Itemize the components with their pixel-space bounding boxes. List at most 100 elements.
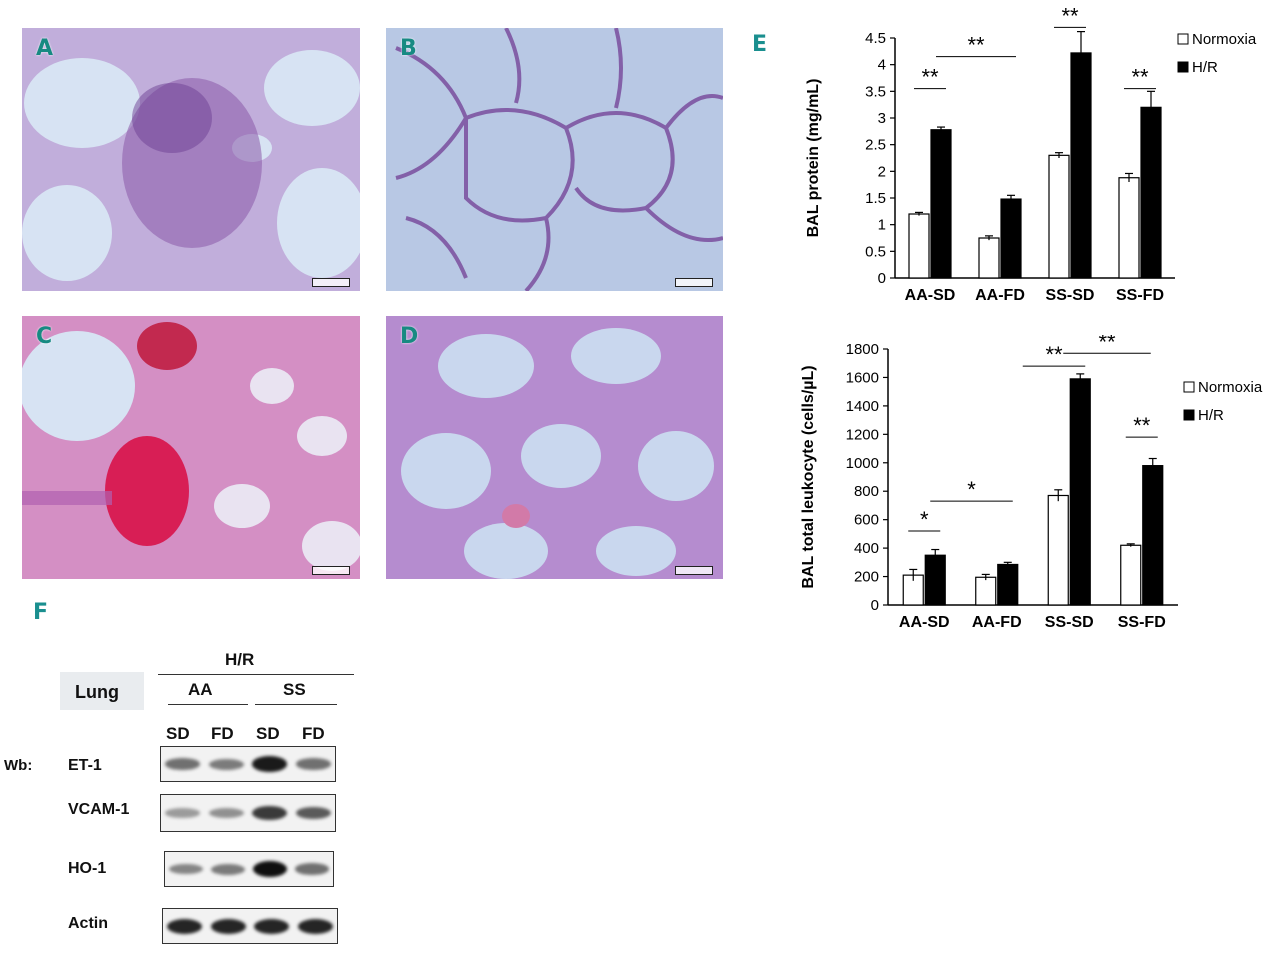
y-tick-label: 0.5 — [865, 243, 886, 260]
group-label-aa: AA — [188, 680, 213, 699]
y-tick-label: 1600 — [846, 369, 879, 386]
lane-label: SD — [256, 724, 280, 743]
legend-swatch — [1183, 381, 1195, 393]
hr-line — [158, 674, 354, 675]
y-tick-label: 2 — [878, 163, 886, 180]
bar — [975, 576, 997, 606]
y-tick-label: 400 — [854, 540, 879, 557]
significance-label: ** — [1131, 65, 1149, 90]
blot-band — [165, 758, 201, 770]
blot-ho-1 — [164, 851, 334, 887]
micrograph-d-tissue — [386, 316, 723, 579]
micrograph-c: C — [22, 316, 360, 579]
protein-label: ET-1 — [68, 757, 102, 774]
micrograph-label: A — [36, 36, 54, 61]
bar — [924, 554, 946, 606]
protein-label: HO-1 — [68, 860, 107, 877]
category-label: SS-FD — [1116, 287, 1164, 304]
significance-label: * — [920, 507, 929, 532]
blot-band — [208, 758, 244, 770]
y-tick-label: 4.5 — [865, 30, 886, 47]
scale-bar — [675, 278, 713, 287]
micrograph-label: D — [400, 324, 419, 349]
blot-actin — [162, 908, 338, 944]
category-label: SS-SD — [1046, 287, 1095, 304]
blot-vcam-1 — [160, 794, 336, 832]
micrograph-label: C — [36, 324, 53, 349]
significance-label: ** — [967, 33, 985, 58]
y-tick-label: 2.5 — [865, 137, 886, 154]
scale-bar — [312, 566, 350, 575]
scale-bar — [312, 278, 350, 287]
bar — [1070, 52, 1092, 279]
y-tick-label: 1200 — [846, 426, 879, 443]
blot-band — [254, 918, 290, 934]
legend-label: H/R — [1198, 407, 1224, 424]
significance-label: ** — [1045, 342, 1063, 367]
category-label: AA-FD — [975, 287, 1025, 304]
bar — [1140, 106, 1162, 279]
micrograph-b-tissue — [386, 28, 723, 291]
blot-band — [252, 806, 288, 820]
lane-label: FD — [211, 724, 234, 743]
bar — [978, 237, 1000, 279]
significance-label: ** — [1133, 413, 1151, 438]
blot-band — [295, 806, 331, 820]
micrograph-c-tissue — [22, 316, 360, 579]
y-tick-label: 600 — [854, 512, 879, 529]
bar — [1142, 465, 1164, 606]
blot-band — [252, 756, 288, 772]
blot-band — [295, 863, 329, 875]
bar — [997, 563, 1019, 606]
y-tick-label: 1400 — [846, 398, 879, 415]
bar — [1047, 494, 1069, 606]
y-axis-label: BAL protein (mg/mL) — [805, 79, 822, 238]
protein-label: VCAM-1 — [68, 801, 130, 818]
blot-band — [297, 918, 333, 934]
blot-band — [211, 863, 245, 875]
protein-label: Actin — [68, 915, 108, 932]
group-label-ss: SS — [283, 680, 306, 699]
legend-swatch — [1177, 33, 1189, 45]
bar — [1069, 378, 1091, 606]
y-tick-label: 0 — [871, 597, 879, 614]
western-blot-panel: H/R Lung AA SS SD FD SD FD Wb: ET-1 VCAM… — [0, 640, 380, 954]
blot-band — [253, 861, 287, 877]
blot-et-1 — [160, 746, 336, 782]
scale-bar — [675, 566, 713, 575]
micrograph-b: B — [386, 28, 723, 291]
bar — [908, 213, 930, 279]
y-tick-label: 1.5 — [865, 190, 886, 207]
y-tick-label: 4 — [878, 57, 886, 74]
y-tick-label: 1000 — [846, 455, 879, 472]
significance-label: ** — [1061, 3, 1079, 28]
category-label: AA-FD — [972, 614, 1022, 631]
bar — [1000, 198, 1022, 279]
tissue-label: Lung — [75, 682, 119, 702]
ss-line — [255, 704, 337, 705]
legend-swatch — [1183, 409, 1195, 421]
y-tick-label: 3 — [878, 110, 886, 127]
lane-label: FD — [302, 724, 325, 743]
legend-swatch — [1177, 61, 1189, 73]
significance-label: ** — [1098, 335, 1116, 354]
bar — [1118, 177, 1140, 279]
panel-letter-e: E — [752, 32, 768, 57]
blot-band — [295, 758, 331, 770]
aa-line — [168, 704, 248, 705]
hr-condition-label: H/R — [225, 650, 255, 669]
panel-letter-f: F — [33, 600, 49, 625]
legend-label: Normoxia — [1198, 379, 1263, 396]
blot-band — [210, 918, 246, 934]
category-label: AA-SD — [905, 287, 956, 304]
wb-prefix-label: Wb: — [4, 757, 33, 774]
blot-band — [208, 808, 244, 818]
lung-label-box — [60, 672, 144, 710]
bar — [930, 129, 952, 279]
category-label: SS-SD — [1045, 614, 1094, 631]
legend-label: H/R — [1192, 59, 1218, 76]
y-tick-label: 800 — [854, 483, 879, 500]
bal-protein-chart: 0 0.5 1 1.5 2 2.5 3 3.5 4 4.5 BAL protein (mg/mL) A… — [805, 3, 1257, 304]
lane-label: SD — [166, 724, 190, 743]
blot-band — [167, 918, 203, 934]
